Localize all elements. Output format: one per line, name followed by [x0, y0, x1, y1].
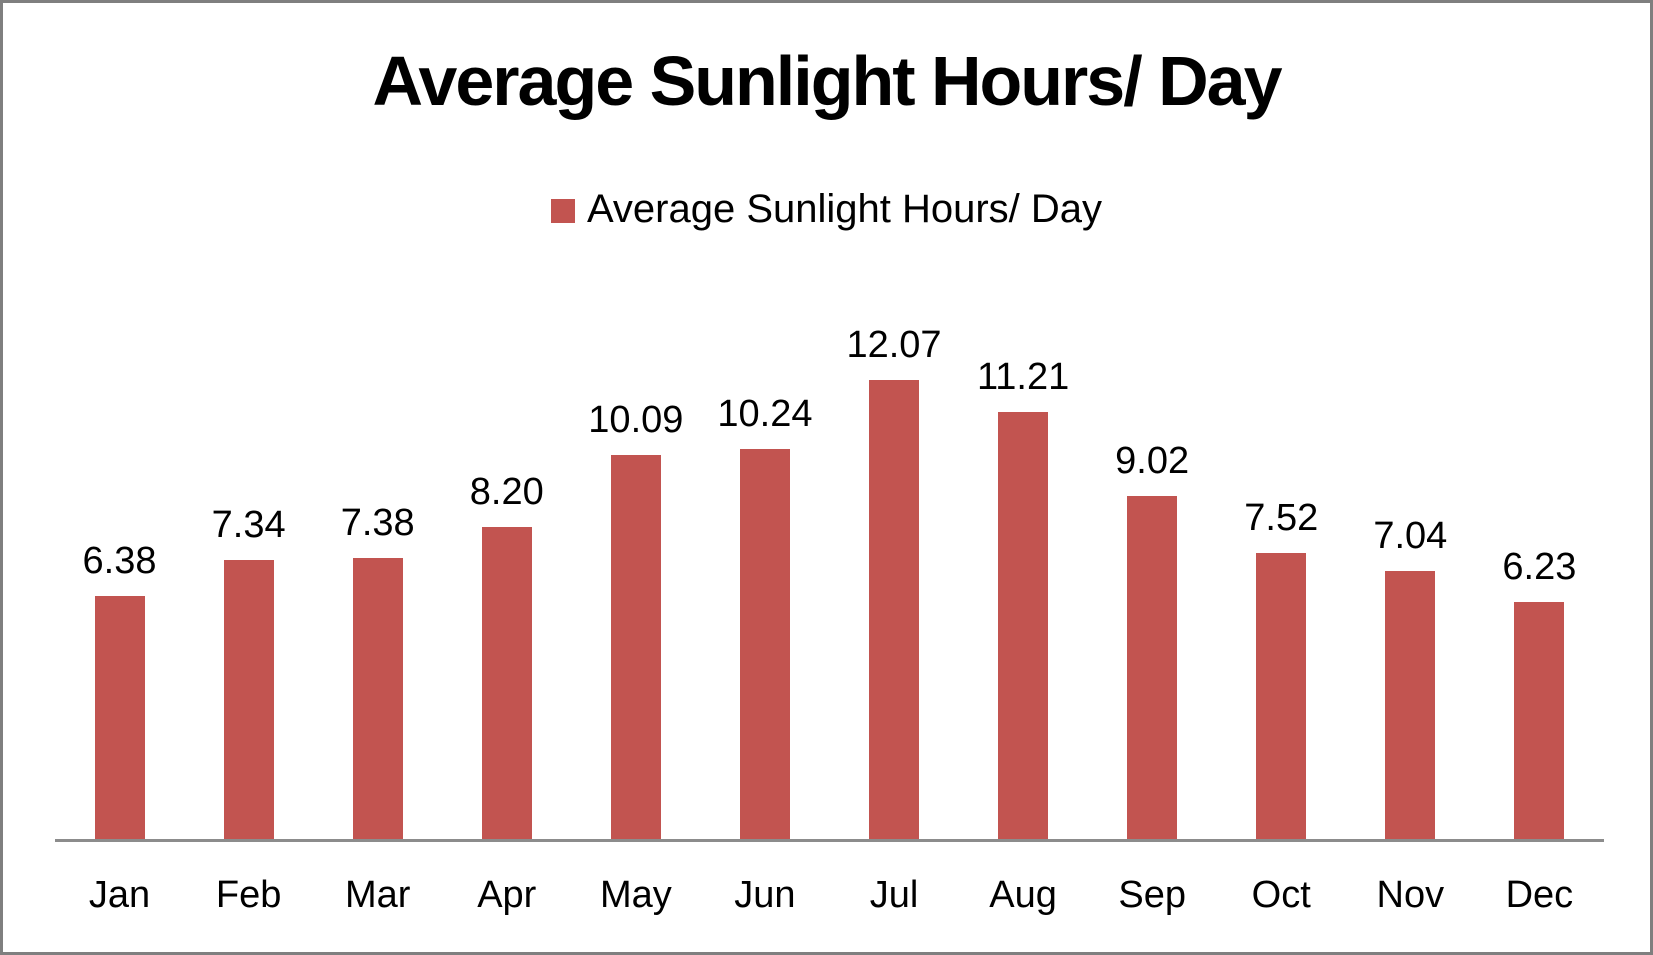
- bar-value-label: 7.34: [211, 504, 286, 547]
- bar-group-aug: 11.21: [959, 293, 1088, 839]
- bar-value-label: 12.07: [846, 324, 942, 367]
- bar-value-label: 11.21: [976, 356, 1070, 399]
- x-axis-labels: Jan Feb Mar Apr May Jun Jul Aug Sep Oct Nov Dec: [55, 874, 1604, 917]
- x-axis-label: Mar: [344, 874, 411, 916]
- bar-value-label: 7.38: [340, 502, 415, 545]
- x-axis-label: Apr: [477, 874, 537, 916]
- bar-group-nov: 7.04: [1346, 293, 1475, 839]
- bar-group-dec: 6.23: [1475, 293, 1604, 839]
- plot-area: 6.38 7.34 7.38 8.20 10.09 10.24 12.07 11.21 9.02…: [55, 293, 1604, 839]
- bar: [1256, 553, 1307, 839]
- bar: [739, 449, 790, 839]
- bar: [1514, 602, 1565, 839]
- bar: [998, 412, 1049, 839]
- x-axis-label: Aug: [989, 874, 1057, 916]
- x-axis-label: Nov: [1376, 874, 1445, 916]
- bar-value-label: 10.24: [717, 393, 813, 436]
- bar-value-label: 7.52: [1244, 497, 1319, 540]
- x-axis-label: Jan: [88, 874, 151, 916]
- bar-group-may: 10.09: [571, 293, 700, 839]
- x-axis-label: Feb: [215, 874, 282, 916]
- bar: [1385, 571, 1436, 839]
- bar-value-label: 8.20: [469, 471, 544, 514]
- bar-value-label: 9.02: [1115, 440, 1190, 483]
- bar-group-jun: 10.24: [700, 293, 829, 839]
- x-axis-label: Oct: [1251, 874, 1311, 916]
- bar: [223, 560, 274, 839]
- bar-value-label: 6.23: [1502, 546, 1577, 589]
- bar-group-sep: 9.02: [1088, 293, 1217, 839]
- x-axis-label: Sep: [1118, 874, 1186, 916]
- bar: [1127, 496, 1178, 839]
- bar-value-label: 10.09: [588, 399, 684, 442]
- x-axis-line: [55, 839, 1604, 842]
- bar-value-label: 6.38: [82, 540, 157, 583]
- bar: [94, 596, 145, 839]
- bar: [869, 380, 919, 839]
- bar-group-jul: 12.07: [829, 293, 958, 839]
- bar-group-feb: 7.34: [184, 293, 313, 839]
- legend-marker-swatch: [550, 199, 575, 223]
- x-axis-label: Jun: [734, 874, 796, 916]
- bar-group-apr: 8.20: [442, 293, 571, 839]
- bar-group-oct: 7.52: [1217, 293, 1346, 839]
- bar-value-label: 7.04: [1373, 515, 1448, 558]
- x-axis-label: Jul: [869, 874, 919, 916]
- bar: [352, 558, 403, 839]
- x-axis-label: May: [599, 874, 672, 916]
- x-axis-label: Dec: [1505, 874, 1574, 916]
- bar-group-jan: 6.38: [55, 293, 184, 839]
- legend-label: Average Sunlight Hours/ Day: [586, 187, 1103, 231]
- bar: [481, 527, 532, 839]
- bar-group-mar: 7.38: [313, 293, 442, 839]
- legend: Average Sunlight Hours/ Day: [3, 187, 1650, 235]
- bar: [610, 455, 661, 839]
- chart-title: Average Sunlight Hours/ Day: [372, 42, 1282, 120]
